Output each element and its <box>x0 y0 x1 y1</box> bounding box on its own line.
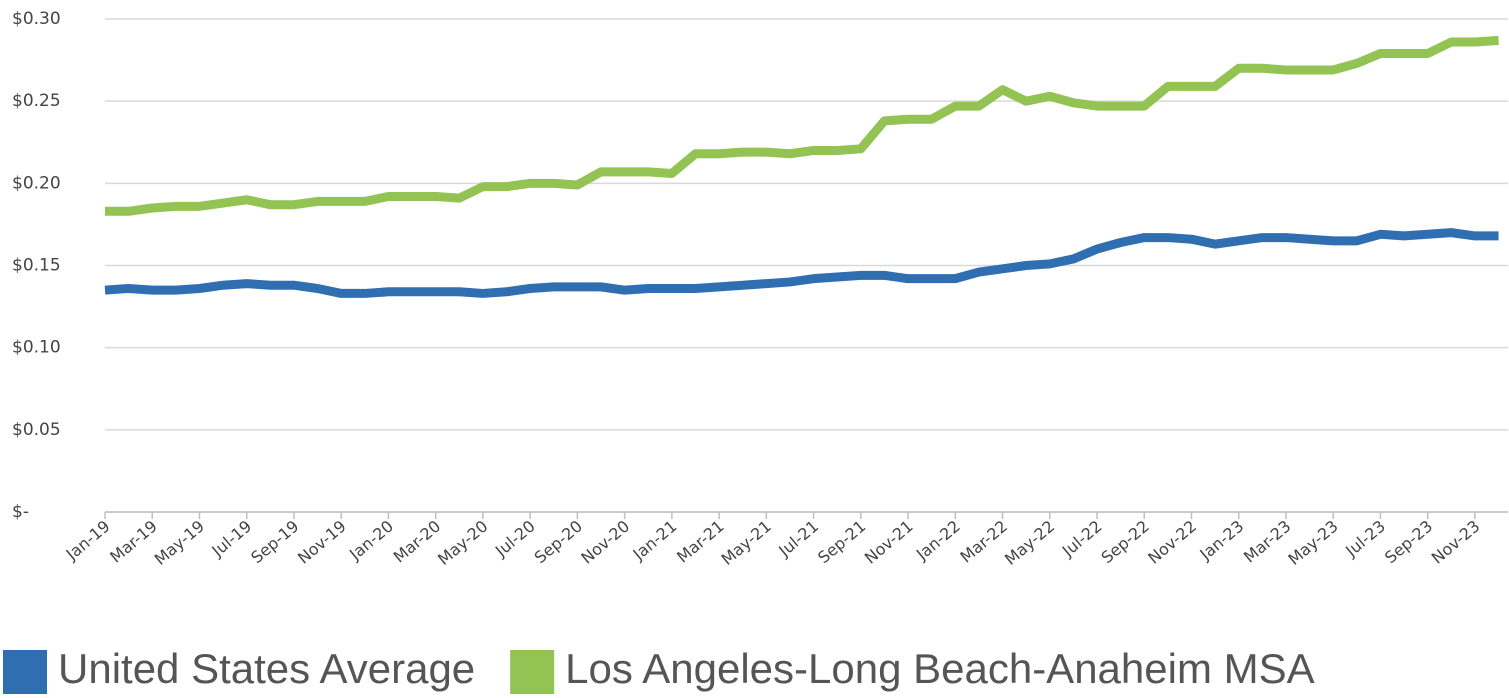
x-tick-label: Mar-21 <box>673 517 728 567</box>
x-tick-label: Nov-20 <box>577 517 633 568</box>
x-tick-label: May-21 <box>718 517 775 569</box>
x-tick-label: Sep-23 <box>1381 517 1436 568</box>
y-tick-label: $0.15 <box>12 256 61 276</box>
x-tick-label: Sep-22 <box>1097 517 1152 568</box>
x-tick-label: Jan-22 <box>912 517 964 565</box>
legend-label: United States Average <box>58 645 475 692</box>
x-tick-label: Jan-23 <box>1195 517 1247 565</box>
legend-swatch <box>3 650 47 694</box>
x-tick-label: Sep-19 <box>247 517 302 568</box>
y-tick-label: $0.25 <box>12 91 61 111</box>
y-tick-label: $0.10 <box>12 338 61 358</box>
x-tick-label: May-19 <box>151 517 208 569</box>
x-tick-label: May-20 <box>434 517 491 569</box>
series-line <box>105 35 1499 216</box>
legend-swatch <box>510 650 555 694</box>
series-line <box>104 228 1499 298</box>
y-tick-label: $- <box>12 502 29 522</box>
x-tick-label: Mar-23 <box>1240 517 1295 567</box>
y-tick-label: $0.20 <box>12 173 61 193</box>
x-tick-label: May-22 <box>1001 517 1058 569</box>
x-tick-label: Jan-21 <box>629 517 681 565</box>
x-tick-label: Sep-20 <box>531 517 586 568</box>
x-tick-label: Nov-21 <box>861 517 917 568</box>
y-tick-label: $0.05 <box>12 420 61 440</box>
x-tick-label: Mar-22 <box>957 517 1012 567</box>
y-tick-label: $0.30 <box>12 9 61 29</box>
x-tick-label: Nov-19 <box>294 517 350 568</box>
x-tick-label: Sep-21 <box>814 517 869 568</box>
x-tick-label: May-23 <box>1284 517 1341 569</box>
legend-label: Los Angeles-Long Beach-Anaheim MSA <box>565 645 1314 692</box>
x-tick-label: Nov-23 <box>1428 517 1484 568</box>
x-tick-label: Jan-20 <box>345 517 397 565</box>
x-tick-label: Mar-19 <box>106 517 161 567</box>
x-tick-label: Mar-20 <box>390 517 445 567</box>
x-tick-label: Jan-19 <box>62 517 114 565</box>
x-tick-label: Nov-22 <box>1144 517 1200 568</box>
